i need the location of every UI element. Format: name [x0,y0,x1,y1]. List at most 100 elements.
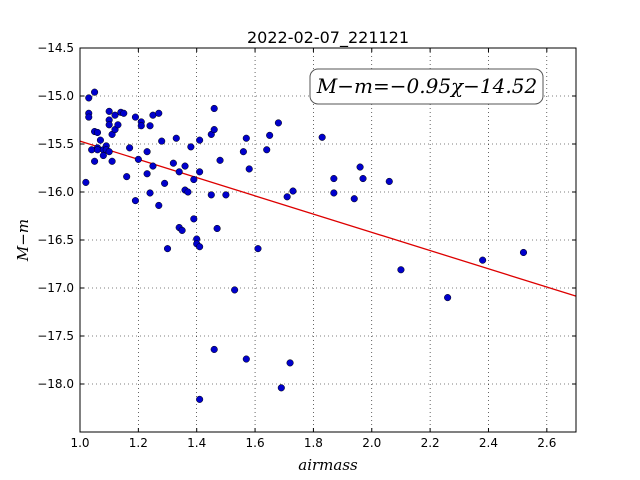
data-point [143,148,151,156]
data-point [161,179,169,187]
data-point [196,243,204,251]
data-point [85,113,93,121]
annotation-box [309,68,544,105]
data-point [356,163,364,171]
axis-ticks: 1.0 1.2 1.4 1.6 1.8 2.0 2.2 2.4 2.6 −14.5 −15.0 −15… [37,41,576,450]
y-tick-label: −15.0 [37,89,74,103]
data-point [131,197,139,205]
fit-line [79,140,577,297]
data-point [105,107,113,115]
y-tick-label: −16.5 [37,233,74,247]
x-tick-label: 1.0 [70,436,89,450]
data-point [105,121,113,129]
y-tick-label: −16.0 [37,185,74,199]
y-axis-label: M−m [14,219,32,262]
data-point [330,175,338,183]
data-point [210,345,218,353]
data-point [330,189,338,197]
data-point [108,157,116,165]
data-point [158,137,166,145]
data-point [207,191,215,199]
data-point [231,286,239,294]
x-tick-label: 1.4 [187,436,206,450]
x-tick-label: 2.2 [421,436,440,450]
data-point [242,134,250,142]
data-point [263,146,271,154]
data-point [91,88,99,96]
data-point [254,245,262,253]
data-point [196,395,204,403]
data-point [178,226,186,234]
data-point [274,119,282,127]
x-axis-label: airmass [298,456,358,474]
data-point [169,159,177,167]
data-point [134,155,142,163]
data-point [184,188,192,196]
data-point [479,256,487,264]
data-point [99,151,107,160]
data-point [318,133,326,141]
data-point [397,266,405,274]
x-tick-label: 1.2 [129,436,148,450]
data-point [93,128,102,137]
data-point [126,144,134,152]
data-point [146,189,154,197]
data-point [123,173,131,181]
data-point [96,136,104,144]
data-point [155,201,163,209]
data-point [163,245,172,253]
data-point [289,187,297,195]
data-point [196,168,204,176]
data-point [277,384,285,392]
x-tick-label: 1.6 [246,436,265,450]
data-point [245,165,253,173]
data-point [85,94,93,102]
x-tick-label: 1.8 [304,436,323,450]
fit-equation: M−m=−0.95χ−14.52 [316,74,537,98]
data-point [266,131,274,139]
data-point [196,136,204,144]
data-points [82,88,528,403]
data-point [82,178,90,186]
data-point [222,191,230,199]
data-point [149,162,157,170]
data-point [213,224,221,233]
x-tick-label: 2.6 [537,436,556,450]
y-tick-label: −17.5 [37,329,74,343]
data-point [181,162,189,170]
data-point [359,175,367,183]
y-tick-label: −14.5 [37,41,74,55]
data-point [111,111,119,119]
data-point [131,113,139,121]
data-point [350,195,358,203]
data-point [283,193,291,201]
data-point [175,168,183,176]
data-point [155,109,163,117]
data-point [519,248,528,257]
data-point [172,134,180,142]
data-point [105,148,113,156]
data-point [190,175,198,184]
data-point [239,148,247,156]
fit-line-segment [79,140,577,297]
x-tick-label: 2.4 [479,436,498,450]
fit-annotation: M−m=−0.95χ−14.52 [309,68,544,105]
data-point [242,355,250,363]
data-point [286,359,294,367]
data-point [216,156,224,164]
data-point [146,122,154,130]
data-point [210,104,218,113]
data-point [190,215,198,223]
data-point [210,126,218,134]
chart-title: 2022-02-07_221121 [247,28,409,48]
data-point [137,122,145,130]
data-point [187,143,195,151]
data-point [143,170,151,178]
data-point [91,157,99,165]
x-tick-label: 2.0 [362,436,381,450]
data-point [120,109,128,117]
data-point [444,294,452,302]
y-tick-label: −17.0 [37,281,74,295]
data-point [114,121,122,129]
